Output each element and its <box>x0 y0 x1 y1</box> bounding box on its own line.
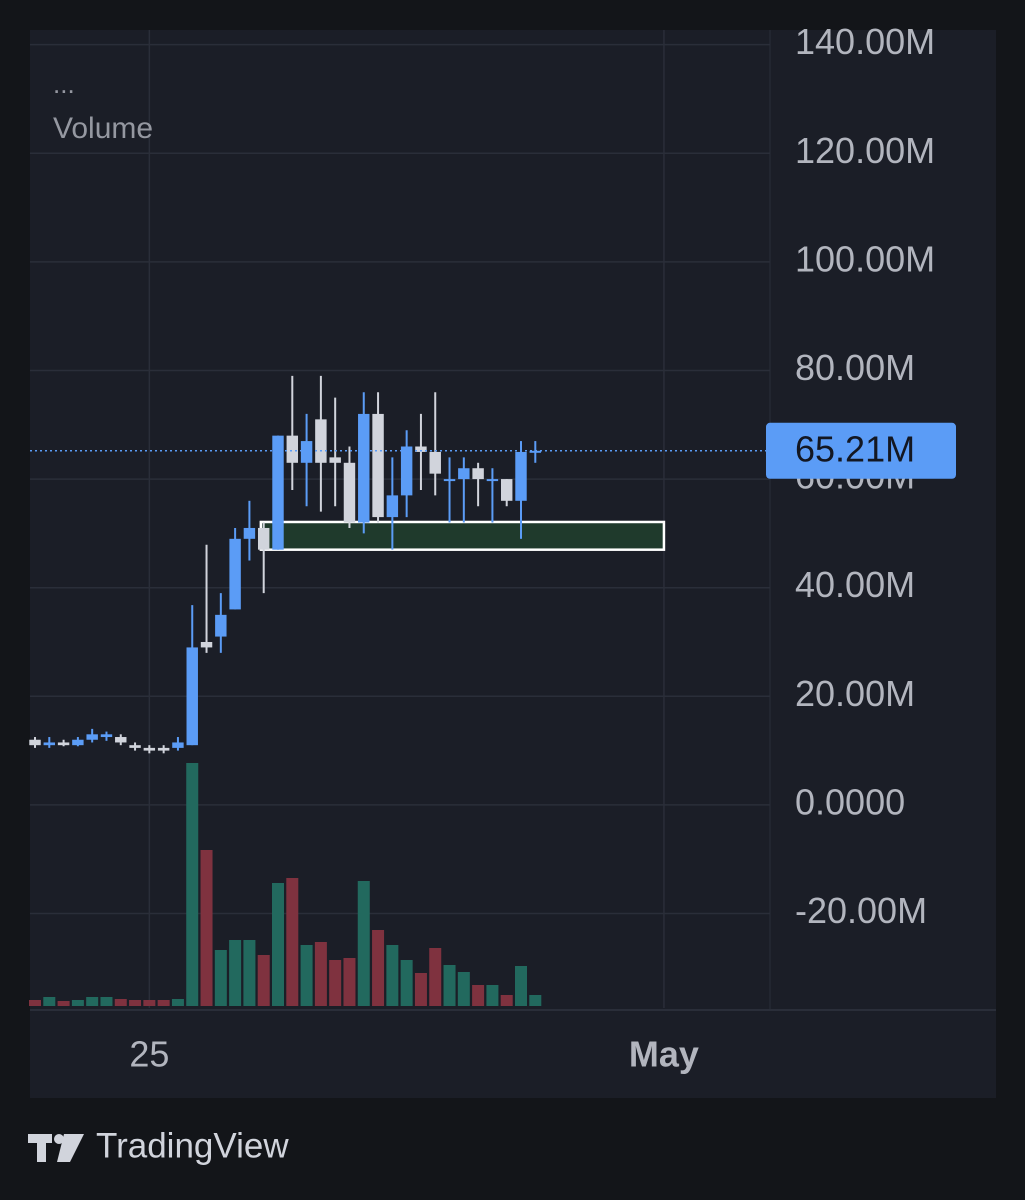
volume-bar <box>100 997 113 1006</box>
candle-body <box>243 527 256 539</box>
candle-body <box>472 468 484 480</box>
volume-bar <box>300 945 313 1006</box>
plot <box>28 375 770 1006</box>
volume-bar <box>372 930 385 1006</box>
volume-bar <box>214 950 227 1006</box>
grid <box>30 30 770 1008</box>
last-price-label: 65.21M <box>795 428 915 469</box>
volume-bar <box>271 883 285 1006</box>
volume-bar <box>386 945 399 1006</box>
volume-bar <box>472 985 485 1006</box>
volume-bar <box>229 940 242 1006</box>
volume-bar <box>286 878 299 1006</box>
candle-body <box>143 747 156 751</box>
y-tick-label: 120.00M <box>795 130 935 171</box>
volume-bar <box>114 999 127 1006</box>
candle-body <box>400 446 413 496</box>
volume-bar <box>43 997 56 1006</box>
candle-body <box>115 737 127 743</box>
candle-body <box>100 734 113 738</box>
candle-body <box>358 413 370 523</box>
volume-bar <box>129 1000 142 1006</box>
volume-bar <box>28 1000 42 1006</box>
y-tick-label: 0.0000 <box>795 781 905 822</box>
volume-bar <box>529 995 542 1006</box>
candle-body <box>500 479 513 501</box>
candle-body <box>429 451 441 474</box>
volume-bar <box>257 955 270 1006</box>
candle-body <box>415 446 427 452</box>
zone <box>259 520 666 551</box>
candle-body <box>215 614 227 637</box>
candle-body <box>172 742 184 748</box>
volume-bar <box>57 1001 70 1006</box>
volume-bar <box>186 763 199 1006</box>
candle-body <box>515 451 527 501</box>
candle-body <box>57 742 70 746</box>
candle-body <box>529 450 542 453</box>
volume-bar <box>443 965 456 1006</box>
volume-bar <box>357 881 370 1006</box>
candle-body <box>458 468 470 480</box>
y-tick-label: 80.00M <box>795 347 915 388</box>
candle-body <box>286 435 299 463</box>
volume-bar <box>314 942 327 1006</box>
volume-bar <box>429 948 442 1006</box>
volume-bar <box>171 999 184 1006</box>
volume-bar <box>243 940 256 1006</box>
brand-logo <box>28 1134 84 1162</box>
candle-body <box>300 441 313 463</box>
y-tick-label: 100.00M <box>795 238 935 279</box>
y-tick-label: -20.00M <box>795 890 927 931</box>
volume-bar <box>343 958 356 1006</box>
volume-bar <box>514 966 528 1006</box>
y-tick-label: 140.00M <box>795 21 935 62</box>
candle-body <box>443 479 456 482</box>
candle-body <box>186 647 198 746</box>
brand-name: TradingView <box>96 1126 289 1165</box>
candle-body <box>72 739 84 746</box>
y-tick-label: 40.00M <box>795 564 915 605</box>
volume-bar <box>329 960 342 1006</box>
candle-body <box>343 462 356 523</box>
candle-body <box>257 527 270 550</box>
candle-body <box>315 419 327 463</box>
volume-bar <box>143 1000 156 1006</box>
candle-body <box>329 457 341 463</box>
volume-bar <box>457 972 470 1006</box>
volume-bar <box>400 960 413 1006</box>
candle-body <box>372 413 384 518</box>
candle-body <box>157 747 170 751</box>
candle-body <box>386 495 399 518</box>
candle-body <box>43 742 56 746</box>
volume-label: Volume <box>53 112 153 145</box>
candle-body <box>29 739 41 746</box>
volume-bar <box>86 997 99 1006</box>
candle-body <box>229 538 241 610</box>
candle-body <box>129 745 141 748</box>
candle-body <box>200 641 213 648</box>
y-tick-label: 20.00M <box>795 673 915 714</box>
volume-bar <box>414 973 427 1006</box>
volume-bar <box>200 850 213 1006</box>
candle-body <box>486 479 499 482</box>
x-tick-label: May <box>629 1034 699 1075</box>
volume-bar <box>157 1000 170 1006</box>
volume-bar <box>71 1000 84 1006</box>
volume-bar <box>500 995 513 1006</box>
legend-menu: ... <box>53 69 75 99</box>
volume-bar <box>486 985 499 1006</box>
candle-body <box>86 734 98 740</box>
x-tick-label: 25 <box>129 1034 169 1075</box>
candle-body <box>272 435 284 550</box>
last-price-box <box>766 422 956 479</box>
